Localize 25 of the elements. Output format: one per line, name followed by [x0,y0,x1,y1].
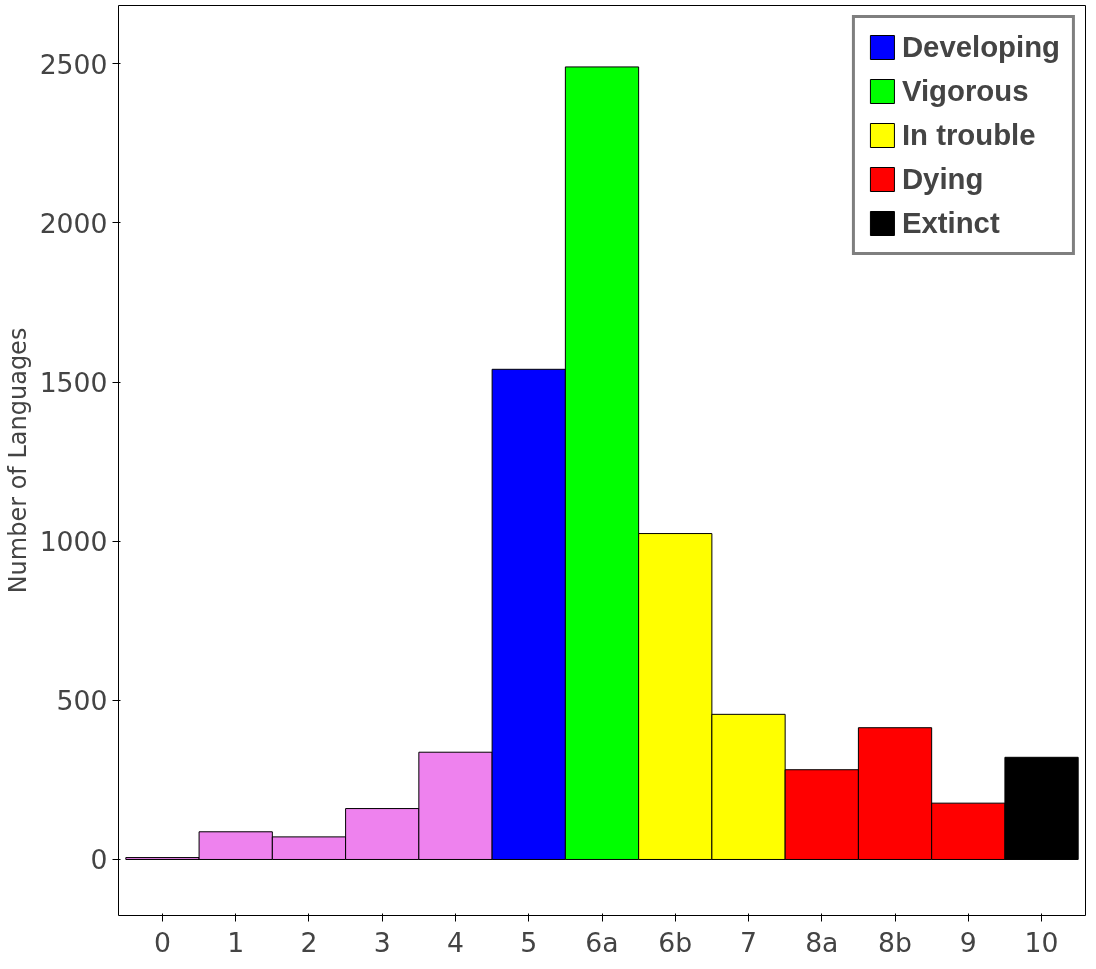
y-tick-label: 500 [56,685,108,717]
x-tick-label: 10 [1024,926,1059,958]
x-tick-label: 8a [805,926,839,958]
x-tick-label: 0 [153,926,171,958]
legend-label: Vigorous [901,74,1029,108]
legend-label: Dying [901,162,984,196]
y-tick-label: 2500 [39,48,108,80]
y-tick-label: 2000 [39,207,108,239]
x-tick-label: 2 [300,926,318,958]
x-tick-label: 9 [959,926,977,958]
x-tick-label: 1 [227,926,245,958]
x-tick-label: 7 [740,926,757,958]
y-tick-label: 1500 [39,367,108,399]
x-tick-label: 8b [878,926,912,958]
x-tick-label: 6b [658,926,693,958]
legend-label: Developing [901,30,1060,64]
y-tick-label: 1000 [39,526,108,558]
x-tick-label: 5 [520,926,538,958]
y-axis-title: Number of Languages [3,327,32,594]
y-tick-label: 0 [90,844,108,876]
legend-label: Extinct [901,206,1000,240]
x-tick-label: 6a [585,926,619,958]
x-tick-label: 3 [373,926,391,958]
x-tick-label: 4 [447,926,464,958]
legend-label: In trouble [901,118,1036,152]
